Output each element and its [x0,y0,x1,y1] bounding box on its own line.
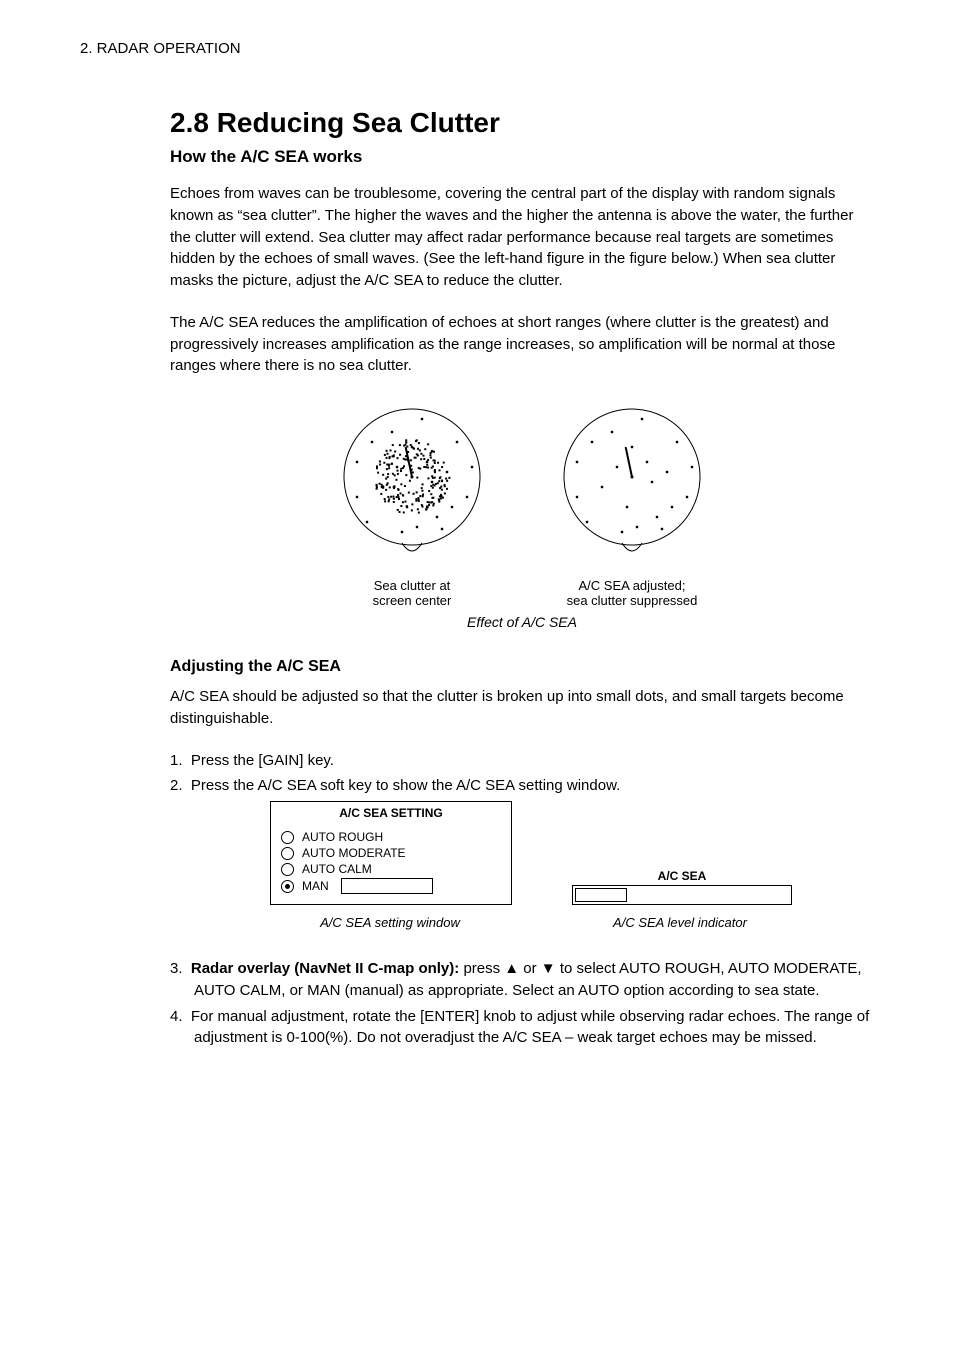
ac-sea-window: A/C SEA SETTING AUTO ROUGH AUTO MODERATE A… [270,801,512,905]
radio-row-auto-rough: AUTO ROUGH [281,830,501,844]
step-3-lead: Radar overlay (NavNet II C-map only): [191,960,464,977]
step-2-text: Press the A/C SEA soft key to show the A… [191,777,620,794]
step-3: 3. Radar overlay (NavNet II C-map only):… [170,958,874,1002]
indicator-bar [575,888,627,902]
radio-row-auto-moderate: AUTO MODERATE [281,846,501,860]
scope-left-label: Sea clutter at screen center [332,578,492,608]
step-4-text: For manual adjustment, rotate the [ENTER… [191,1008,869,1047]
paragraph-3: A/C SEA should be adjusted so that the c… [170,686,874,730]
page-header: 2. RADAR OPERATION [80,40,874,57]
radio-row-auto-calm: AUTO CALM [281,862,501,876]
man-value-field [341,878,433,894]
paragraph-1: Echoes from waves can be troublesome, co… [170,183,874,292]
step-2: 2. Press the A/C SEA soft key to show th… [170,775,874,797]
section-title: 2.8 Reducing Sea Clutter [170,107,874,139]
figure-caption: Effect of A/C SEA [170,614,874,630]
window-caption: A/C SEA setting window [270,915,510,930]
radio-label: AUTO CALM [302,862,372,876]
indicator-label: A/C SEA [572,869,792,883]
radar-figure [170,397,874,572]
radio-label: AUTO MODERATE [302,846,406,860]
radio-icon [281,847,294,860]
step-1-text: Press the [GAIN] key. [191,752,334,769]
indicator-caption: A/C SEA level indicator [570,915,790,930]
radio-label: MAN [302,879,329,893]
step-1: 1. Press the [GAIN] key. [170,750,874,772]
scope-right-label: A/C SEA adjusted; sea clutter suppressed [552,578,712,608]
radio-icon [281,863,294,876]
radio-icon [281,831,294,844]
subsection-how-works: How the A/C SEA works [170,147,874,167]
ac-sea-indicator: A/C SEA [572,869,792,905]
subsection-adjusting: Adjusting the A/C SEA [170,658,874,676]
radio-label: AUTO ROUGH [302,830,383,844]
paragraph-2: The A/C SEA reduces the amplification of… [170,312,874,377]
window-title: A/C SEA SETTING [271,802,511,824]
step-4: 4. For manual adjustment, rotate the [EN… [170,1006,874,1050]
radio-icon [281,880,294,893]
radar-scope-cluttered [332,397,492,567]
radio-row-man: MAN [281,878,501,894]
radar-scope-clear [552,397,712,567]
